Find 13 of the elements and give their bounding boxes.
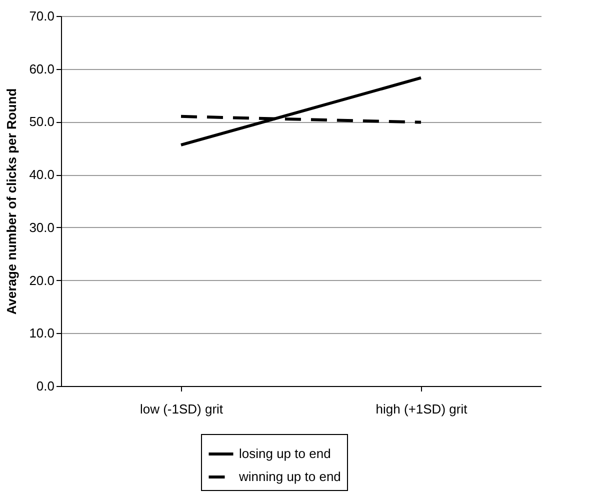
y-tick-label: 30.0: [29, 220, 54, 235]
y-tick-label: 40.0: [29, 167, 54, 182]
x-tick-label: low (-1SD) grit: [140, 402, 224, 416]
x-tick-label: high (+1SD) grit: [376, 402, 468, 416]
y-tick-label: 10.0: [29, 326, 54, 341]
y-tick-label: 60.0: [29, 61, 54, 76]
legend-label: losing up to end: [239, 446, 331, 461]
y-tick-label: 0.0: [36, 378, 54, 394]
y-axis-title: Average number of clicks per Round: [4, 88, 20, 315]
legend-label: winning up to end: [238, 469, 341, 484]
y-tick-label: 50.0: [29, 114, 54, 130]
y-tick-label: 20.0: [29, 272, 54, 288]
y-tick-label: 70.0: [29, 8, 54, 24]
